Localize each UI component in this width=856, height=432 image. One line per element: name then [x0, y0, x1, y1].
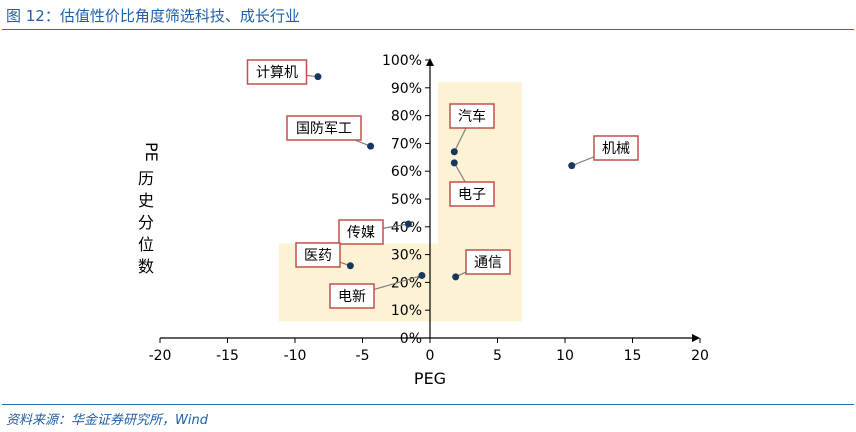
point-label: 传媒: [347, 225, 375, 241]
label-box: [329, 283, 375, 309]
x-tick-label: -5: [356, 348, 370, 364]
y-label-part: PE: [142, 142, 161, 162]
data-point: [346, 262, 354, 270]
y-label-char: 历: [138, 169, 154, 188]
y-tick-label: 70%: [391, 136, 422, 152]
data-point: [450, 159, 458, 167]
point-label: 通信: [474, 255, 502, 271]
point-label: 电新: [338, 289, 366, 305]
y-tick-label: 50%: [391, 192, 422, 208]
y-tick-label: 30%: [391, 248, 422, 264]
y-axis-arrow: [426, 58, 434, 66]
data-point: [450, 148, 458, 156]
data-point: [418, 271, 426, 279]
data-point: [404, 220, 412, 228]
x-tick-label: -15: [216, 348, 239, 364]
label-box: [286, 115, 362, 141]
label-box: [593, 135, 639, 161]
point-label: 电子: [458, 187, 486, 203]
label-box: [449, 181, 495, 207]
data-point: [314, 73, 322, 81]
point-label: 汽车: [458, 108, 486, 125]
y-tick-label: 60%: [391, 164, 422, 180]
y-label-char: 史: [138, 191, 154, 210]
y-tick-label: 0%: [400, 331, 422, 347]
y-label-char: 分: [138, 213, 154, 232]
label-box: [295, 242, 341, 268]
label-box: [449, 103, 495, 129]
data-points: [314, 73, 576, 281]
x-tick-label: 5: [493, 348, 502, 364]
x-tick-label: 15: [624, 348, 642, 364]
y-tick-label: 80%: [391, 109, 422, 125]
point-label: 医药: [304, 248, 332, 264]
x-tick-label: -10: [284, 348, 307, 364]
figure-title: 图 12：估值性价比角度筛选科技、成长行业: [6, 7, 300, 25]
point-label: 国防军工: [296, 121, 352, 137]
label-box: [338, 219, 384, 245]
y-tick-label: 20%: [391, 275, 422, 291]
y-label-char: 位: [138, 235, 154, 254]
x-tick-label: 10: [556, 348, 574, 364]
x-tick-label: -20: [149, 348, 172, 364]
y-tick-label: 40%: [391, 220, 422, 236]
x-tick-label: 0: [426, 348, 435, 364]
title-rule: [2, 29, 854, 30]
x-tick-label: 20: [691, 348, 709, 364]
x-axis-arrow: [692, 334, 700, 342]
axes: -20 -15 -10 -5 0 5 10 15 20 0% 10% 20% 30% 40% 50% 60% 7…: [149, 53, 709, 364]
data-point: [452, 273, 460, 281]
y-tick-label: 10%: [391, 303, 422, 319]
x-axis-label: PEG: [414, 369, 446, 388]
y-label-char: 数: [138, 257, 154, 276]
point-label: 机械: [602, 141, 630, 157]
y-tick-label: 90%: [391, 81, 422, 97]
figure-source: 资料来源：华金证券研究所，Wind: [6, 413, 208, 428]
label-box: [246, 59, 308, 85]
point-label: 计算机: [256, 65, 298, 81]
source-rule: [2, 404, 854, 405]
data-point: [367, 142, 375, 150]
y-tick-label: 100%: [382, 53, 422, 69]
data-point: [568, 162, 576, 170]
label-box: [465, 249, 511, 275]
